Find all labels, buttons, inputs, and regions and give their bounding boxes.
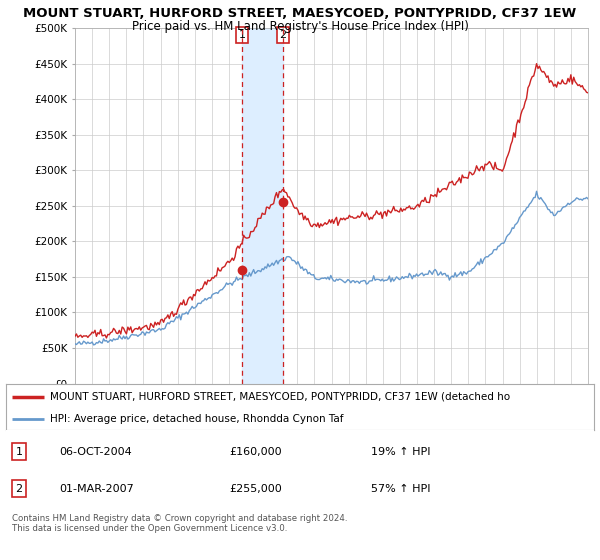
Text: HPI: Average price, detached house, Rhondda Cynon Taf: HPI: Average price, detached house, Rhon… xyxy=(50,414,344,423)
Text: 2: 2 xyxy=(280,30,287,40)
Text: 06-OCT-2004: 06-OCT-2004 xyxy=(59,447,131,457)
Text: 19% ↑ HPI: 19% ↑ HPI xyxy=(371,447,430,457)
Text: MOUNT STUART, HURFORD STREET, MAESYCOED, PONTYPRIDD, CF37 1EW: MOUNT STUART, HURFORD STREET, MAESYCOED,… xyxy=(23,7,577,20)
Text: Contains HM Land Registry data © Crown copyright and database right 2024.
This d: Contains HM Land Registry data © Crown c… xyxy=(12,514,347,534)
Text: £160,000: £160,000 xyxy=(229,447,282,457)
Text: 2: 2 xyxy=(16,483,22,493)
Text: Price paid vs. HM Land Registry's House Price Index (HPI): Price paid vs. HM Land Registry's House … xyxy=(131,20,469,32)
Text: 1: 1 xyxy=(239,30,245,40)
Text: 01-MAR-2007: 01-MAR-2007 xyxy=(59,483,134,493)
Text: 57% ↑ HPI: 57% ↑ HPI xyxy=(371,483,430,493)
Text: £255,000: £255,000 xyxy=(229,483,282,493)
Text: 1: 1 xyxy=(16,447,22,457)
Text: MOUNT STUART, HURFORD STREET, MAESYCOED, PONTYPRIDD, CF37 1EW (detached ho: MOUNT STUART, HURFORD STREET, MAESYCOED,… xyxy=(50,391,510,402)
Bar xyxy=(242,28,283,384)
